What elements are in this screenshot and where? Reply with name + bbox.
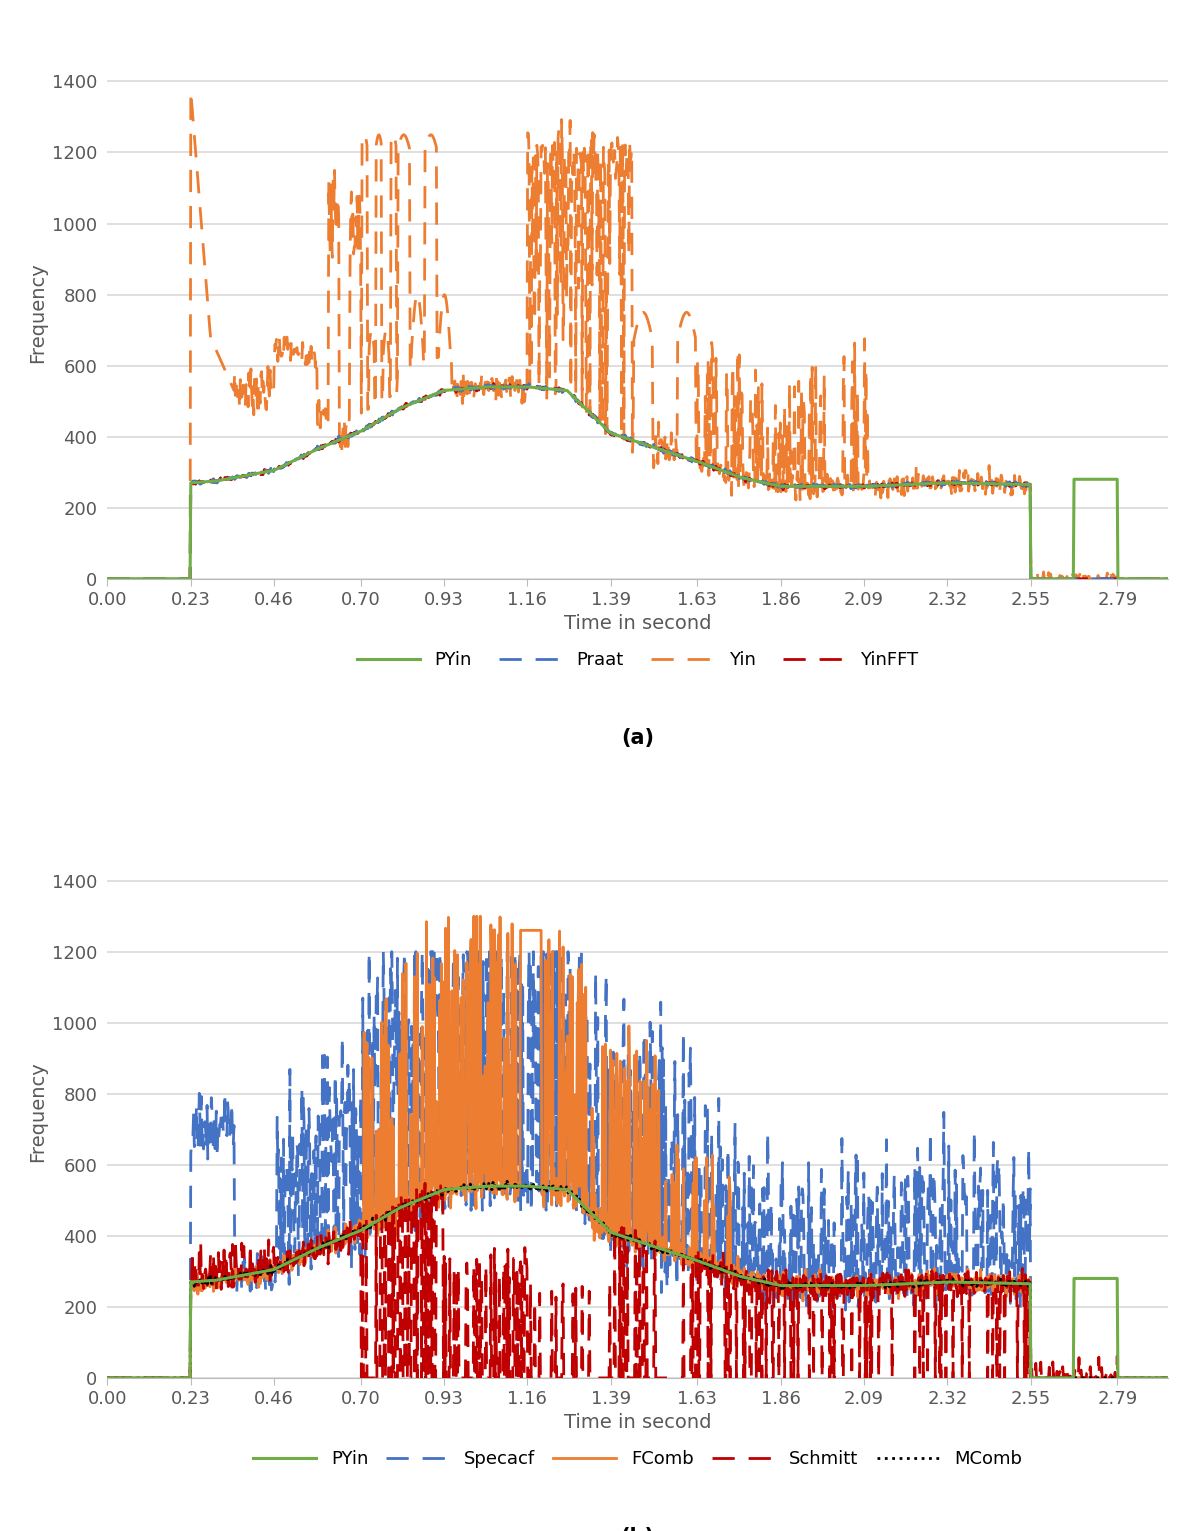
Legend: PYin, Specacf, FComb, Schmitt, MComb: PYin, Specacf, FComb, Schmitt, MComb [246, 1444, 1030, 1476]
PYin [704, 1257, 719, 1275]
MComb [1161, 1369, 1175, 1387]
Y-axis label: Frequency: Frequency [27, 1061, 46, 1162]
YinFFT [573, 395, 588, 413]
Line: Yin: Yin [107, 92, 1168, 579]
Praat [1161, 570, 1175, 588]
Y-axis label: Frequency: Frequency [27, 262, 46, 363]
Specacf [573, 1197, 588, 1216]
Schmitt [225, 1236, 240, 1254]
X-axis label: Time in second: Time in second [564, 1413, 712, 1433]
FComb [1161, 1369, 1175, 1387]
Line: Specacf: Specacf [107, 952, 1168, 1378]
Schmitt [573, 1369, 588, 1387]
PYin [573, 393, 588, 412]
Specacf [592, 1208, 607, 1226]
PYin [551, 381, 565, 400]
Line: YinFFT: YinFFT [107, 383, 1168, 579]
PYin [182, 1369, 197, 1387]
PYin [704, 458, 719, 476]
Specacf [182, 1369, 197, 1387]
FComb [704, 1258, 719, 1277]
Praat [592, 412, 607, 430]
PYin [592, 413, 607, 432]
Yin [573, 144, 588, 162]
PYin [592, 1213, 607, 1231]
PYin [480, 378, 495, 397]
Praat [522, 375, 536, 393]
PYin [551, 1180, 565, 1199]
MComb [499, 1173, 514, 1191]
PYin [1161, 570, 1175, 588]
Praat [573, 393, 588, 412]
YinFFT [225, 468, 240, 487]
Schmitt [592, 1369, 607, 1387]
FComb [182, 1369, 197, 1387]
Schmitt [704, 1258, 719, 1277]
Yin [1161, 570, 1175, 588]
YinFFT [182, 570, 197, 588]
Yin [226, 380, 241, 398]
Text: (a): (a) [621, 727, 654, 749]
Praat [225, 468, 240, 487]
MComb [100, 1369, 114, 1387]
Specacf [704, 1124, 719, 1142]
Yin [182, 570, 197, 588]
Praat [704, 458, 719, 476]
YinFFT [1161, 570, 1175, 588]
Specacf [100, 1369, 114, 1387]
Specacf [1161, 1369, 1175, 1387]
PYin [1161, 1369, 1175, 1387]
FComb [551, 1187, 565, 1205]
Specacf [551, 1007, 565, 1026]
Schmitt [182, 1369, 197, 1387]
PYin [100, 570, 114, 588]
YinFFT [704, 458, 719, 476]
Yin [592, 202, 607, 220]
PYin [573, 1193, 588, 1211]
MComb [225, 1268, 240, 1286]
Yin [100, 570, 114, 588]
Yin [184, 83, 198, 101]
Schmitt [1161, 1369, 1175, 1387]
PYin [100, 1369, 114, 1387]
PYin [480, 1177, 495, 1196]
FComb [467, 906, 482, 925]
Specacf [362, 943, 377, 961]
YinFFT [592, 413, 607, 432]
Line: Praat: Praat [107, 384, 1168, 579]
FComb [573, 1017, 588, 1035]
Line: PYin: PYin [107, 387, 1168, 579]
Schmitt [418, 1174, 433, 1193]
FComb [592, 1213, 607, 1231]
Line: FComb: FComb [107, 916, 1168, 1378]
Text: (b): (b) [621, 1526, 654, 1531]
YinFFT [100, 570, 114, 588]
Schmitt [551, 1369, 565, 1387]
X-axis label: Time in second: Time in second [564, 614, 712, 634]
Yin [551, 129, 565, 147]
Praat [182, 570, 197, 588]
Praat [100, 570, 114, 588]
Legend: PYin, Praat, Yin, YinFFT: PYin, Praat, Yin, YinFFT [349, 645, 926, 677]
Specacf [225, 1134, 240, 1153]
FComb [225, 1265, 240, 1283]
MComb [573, 1193, 588, 1211]
Line: MComb: MComb [107, 1182, 1168, 1378]
Praat [551, 380, 565, 398]
Yin [704, 334, 719, 352]
PYin [225, 1268, 240, 1286]
Schmitt [100, 1369, 114, 1387]
PYin [182, 570, 197, 588]
MComb [182, 1369, 197, 1387]
Line: Schmitt: Schmitt [107, 1183, 1168, 1378]
MComb [551, 1180, 565, 1199]
YinFFT [551, 380, 565, 398]
MComb [592, 1211, 607, 1229]
PYin [225, 468, 240, 487]
FComb [100, 1369, 114, 1387]
Line: PYin: PYin [107, 1187, 1168, 1378]
YinFFT [486, 374, 501, 392]
MComb [704, 1258, 719, 1277]
